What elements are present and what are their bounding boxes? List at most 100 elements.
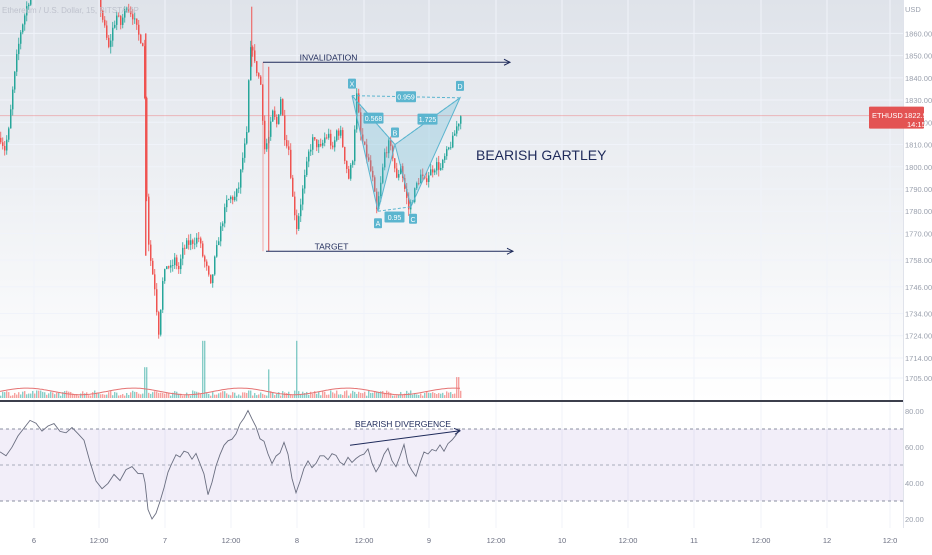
- volume-bar: [358, 391, 360, 398]
- pattern-ratio-label: 0.568: [365, 116, 383, 123]
- price-tick-label: 1790.00: [905, 185, 932, 194]
- volume-bar: [364, 391, 366, 398]
- pattern-ratio-box: [396, 91, 416, 103]
- candle-body: [452, 135, 454, 148]
- volume-bar: [278, 392, 280, 398]
- volume-bar: [442, 392, 444, 398]
- candle-body: [302, 188, 304, 205]
- rsi-axis[interactable]: 20.00 40.00 60.00 80.00: [905, 407, 924, 524]
- candle-body: [382, 167, 384, 183]
- volume-bar: [14, 392, 16, 398]
- volume-bar: [322, 391, 324, 398]
- volume-bar: [196, 391, 198, 398]
- candle-body: [436, 162, 438, 171]
- volume-bar: [10, 395, 12, 398]
- price-tag-symbol: ETHUSD: [872, 111, 903, 120]
- volume-bar: [332, 392, 334, 398]
- volume-bar: [268, 369, 270, 398]
- candle-body: [260, 76, 262, 85]
- candle-body: [290, 149, 292, 178]
- volume-bar: [362, 393, 364, 398]
- candle-body: [114, 24, 116, 28]
- volume-bar: [264, 394, 266, 398]
- pattern-point-d: D: [456, 80, 464, 91]
- candle-body: [190, 240, 192, 245]
- candle-body: [202, 243, 204, 257]
- candle-body: [458, 123, 460, 127]
- volume-bar: [74, 394, 76, 398]
- candle-body: [232, 196, 234, 201]
- volume-bar: [244, 392, 246, 398]
- candle-body: [178, 265, 180, 270]
- candle-body: [242, 157, 244, 170]
- candle-body: [166, 266, 168, 270]
- candle-body: [230, 196, 232, 200]
- time-axis[interactable]: 6 12:00 7 12:00 8 12:00 9 12:00 10 12:00 11 12:00 12…: [32, 536, 897, 545]
- volume-bar: [36, 390, 38, 398]
- candle-body: [104, 19, 106, 26]
- volume-bar: [80, 393, 82, 398]
- rsi-series: [0, 409, 461, 520]
- gartley-pattern[interactable]: [351, 95, 462, 212]
- volume-bar: [228, 394, 230, 398]
- candle-body: [164, 269, 166, 282]
- volume-bar: [426, 391, 428, 398]
- candle-body: [378, 196, 380, 210]
- volume-bar: [316, 393, 318, 398]
- candle-body: [326, 137, 328, 139]
- volume-bar: [424, 393, 426, 398]
- candle-body: [198, 237, 200, 239]
- volume-bar: [392, 395, 394, 398]
- volume-bar: [404, 393, 406, 398]
- candle-body: [156, 289, 158, 313]
- volume-bar: [274, 395, 276, 398]
- candle-body: [182, 247, 184, 259]
- candle-body: [136, 18, 138, 25]
- candle-body: [154, 274, 156, 290]
- volume-bar: [446, 391, 448, 398]
- volume-bar: [226, 393, 228, 398]
- price-tick-label: 1800.00: [905, 163, 932, 172]
- time-tick-label: 12:00: [619, 536, 638, 545]
- volume-bar: [318, 391, 320, 398]
- volume-bar: [178, 393, 180, 398]
- volume-bar: [418, 394, 420, 398]
- candle-body: [282, 99, 284, 116]
- candle-body: [176, 257, 178, 266]
- candle-body: [300, 204, 302, 217]
- target-annotation[interactable]: TARGET: [266, 241, 515, 255]
- volume-bar: [22, 391, 24, 398]
- time-tick-label: 6: [32, 536, 36, 545]
- candle-body: [292, 177, 294, 197]
- candle-body: [256, 61, 258, 74]
- volume-bar: [420, 393, 422, 398]
- volume-bar: [320, 395, 322, 398]
- volume-bar: [310, 391, 312, 398]
- candle-body: [276, 116, 278, 125]
- invalidation-annotation[interactable]: INVALIDATION: [263, 52, 512, 66]
- volume-bar: [202, 340, 204, 398]
- pattern-ratio-label: 0.959: [397, 95, 415, 102]
- candle-body: [126, 8, 128, 10]
- volume-bar: [206, 393, 208, 398]
- volume-bar: [26, 394, 28, 398]
- volume-bar: [112, 395, 114, 398]
- pattern-point-label: C: [410, 217, 415, 224]
- price-tick-label: 1830.00: [905, 96, 932, 105]
- candle-body: [322, 142, 324, 146]
- candle-body: [220, 226, 222, 242]
- candle-body: [14, 71, 16, 90]
- volume-bar: [452, 394, 454, 398]
- candle-body: [364, 141, 366, 145]
- price-tick-label: 1758.00: [905, 256, 932, 265]
- candle-body: [12, 89, 14, 110]
- price-axis[interactable]: 1705.00 1714.00 1724.00 1734.00 1746.00 1758.…: [905, 29, 932, 383]
- volume-bar: [282, 391, 284, 398]
- volume-bar: [16, 394, 18, 398]
- candle-body: [418, 183, 420, 184]
- candle-body: [432, 169, 434, 173]
- volume-bar: [354, 391, 356, 398]
- divergence-annotation[interactable]: BEARISH DIVERGENCE: [349, 419, 462, 446]
